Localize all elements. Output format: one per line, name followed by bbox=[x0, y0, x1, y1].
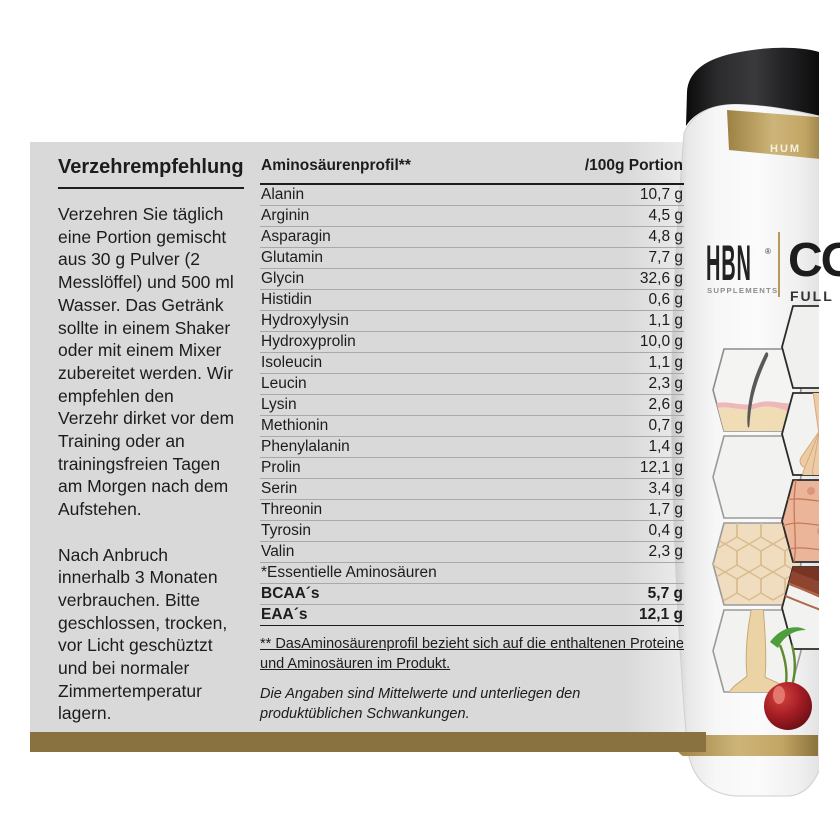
svg-text:HBN: HBN bbox=[706, 237, 752, 292]
svg-text:®: ® bbox=[765, 247, 771, 256]
svg-text:SUPPLEMENTS: SUPPLEMENTS bbox=[707, 286, 778, 295]
